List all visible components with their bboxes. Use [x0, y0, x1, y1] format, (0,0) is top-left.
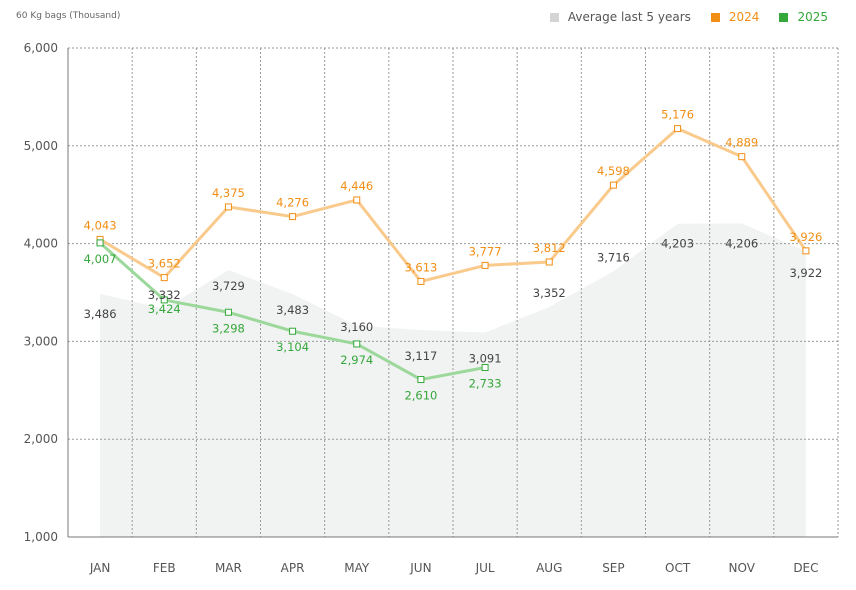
series-line-2024	[98, 127, 808, 283]
x-tick-label-jan: JAN	[89, 561, 111, 575]
point-2025-jun	[417, 376, 425, 384]
label-2025-jan: 4,007	[84, 252, 117, 266]
x-tick-label-may: MAY	[344, 561, 370, 575]
avg-label-mar: 3,729	[212, 279, 245, 293]
legend-label-2024: 2024	[728, 10, 760, 24]
y-tick-label-1: 2,000	[24, 432, 58, 446]
x-tick-label-oct: OCT	[665, 561, 691, 575]
x-tick-label-mar: MAR	[215, 561, 242, 575]
x-tick-label-nov: NOV	[729, 561, 756, 575]
avg-label-oct: 4,203	[661, 237, 694, 251]
point-2025-feb	[160, 296, 168, 304]
avg-label-jun: 3,117	[404, 349, 437, 363]
legend-swatch-2024	[710, 12, 720, 22]
y-unit-label: 60 Kg bags (Thousand)	[16, 11, 121, 21]
avg-label-feb: 3,332	[148, 288, 181, 302]
legend-item-average[interactable]: Average last 5 years	[549, 10, 691, 24]
label-2025-apr: 3,104	[276, 340, 309, 354]
legend-item-2025[interactable]: 2025	[779, 10, 828, 24]
y-tick-label-3: 4,000	[24, 237, 58, 251]
legend-item-2024[interactable]: 2024	[710, 10, 760, 24]
label-2024-sep: 4,598	[597, 164, 630, 178]
label-2025-mar: 3,298	[212, 321, 245, 335]
legend-label-average: Average last 5 years	[567, 10, 691, 24]
avg-label-dec: 3,922	[789, 266, 822, 280]
y-tick-label-4: 5,000	[24, 139, 58, 153]
avg-label-jul: 3,091	[469, 352, 502, 366]
point-2024-dec	[802, 247, 810, 255]
y-tick-label-5: 6,000	[24, 41, 58, 55]
avg-label-nov: 4,206	[725, 236, 758, 250]
label-2025-may: 2,974	[340, 353, 373, 367]
legend-swatch-2025	[779, 12, 789, 22]
point-2025-apr	[289, 327, 297, 335]
label-2024-mar: 4,375	[212, 186, 245, 200]
point-2024-feb	[160, 274, 168, 282]
point-2024-jul	[481, 261, 489, 269]
avg-label-jan: 3,486	[84, 307, 117, 321]
point-2024-aug	[545, 258, 553, 266]
avg-label-apr: 3,483	[276, 303, 309, 317]
label-2024-aug: 3,812	[533, 241, 566, 255]
label-2024-nov: 4,889	[725, 136, 758, 150]
point-2025-jul	[481, 364, 489, 372]
point-2024-apr	[289, 213, 297, 221]
x-tick-label-jun: JUN	[409, 561, 431, 575]
point-2024-may	[353, 196, 361, 204]
avg-label-aug: 3,352	[533, 286, 566, 300]
label-2025-jun: 2,610	[404, 389, 437, 403]
point-2025-may	[353, 340, 361, 348]
x-tick-label-aug: AUG	[536, 561, 562, 575]
point-2024-oct	[674, 125, 682, 133]
point-2024-nov	[738, 153, 746, 161]
legend-label-2025: 2025	[797, 10, 828, 24]
x-tick-label-feb: FEB	[153, 561, 176, 575]
x-tick-label-sep: SEP	[602, 561, 624, 575]
legend-swatch-average	[549, 12, 559, 22]
label-2024-oct: 5,176	[661, 108, 694, 122]
y-tick-label-2: 3,000	[24, 334, 58, 348]
x-tick-label-jul: JUL	[475, 561, 495, 575]
label-2025-feb: 3,424	[148, 302, 181, 316]
y-tick-label-0: 1,000	[24, 530, 58, 544]
point-2024-sep	[609, 181, 617, 189]
point-2025-mar	[224, 308, 232, 316]
point-2025-jan	[96, 239, 104, 247]
avg-label-sep: 3,716	[597, 250, 630, 264]
avg-label-may: 3,160	[340, 320, 373, 334]
label-2024-jan: 4,043	[84, 218, 117, 232]
label-2024-may: 4,446	[340, 179, 373, 193]
label-2024-feb: 3,652	[148, 257, 181, 271]
x-tick-label-apr: APR	[281, 561, 305, 575]
x-tick-label-dec: DEC	[793, 561, 818, 575]
chart-legend: Average last 5 years 2024 2025	[530, 10, 828, 24]
point-2024-jun	[417, 277, 425, 285]
label-2024-jun: 3,613	[404, 260, 437, 274]
label-2024-dec: 3,926	[789, 230, 822, 244]
point-2024-mar	[224, 203, 232, 211]
label-2025-jul: 2,733	[469, 377, 502, 391]
label-2024-jul: 3,777	[469, 244, 502, 258]
label-2024-apr: 4,276	[276, 196, 309, 210]
